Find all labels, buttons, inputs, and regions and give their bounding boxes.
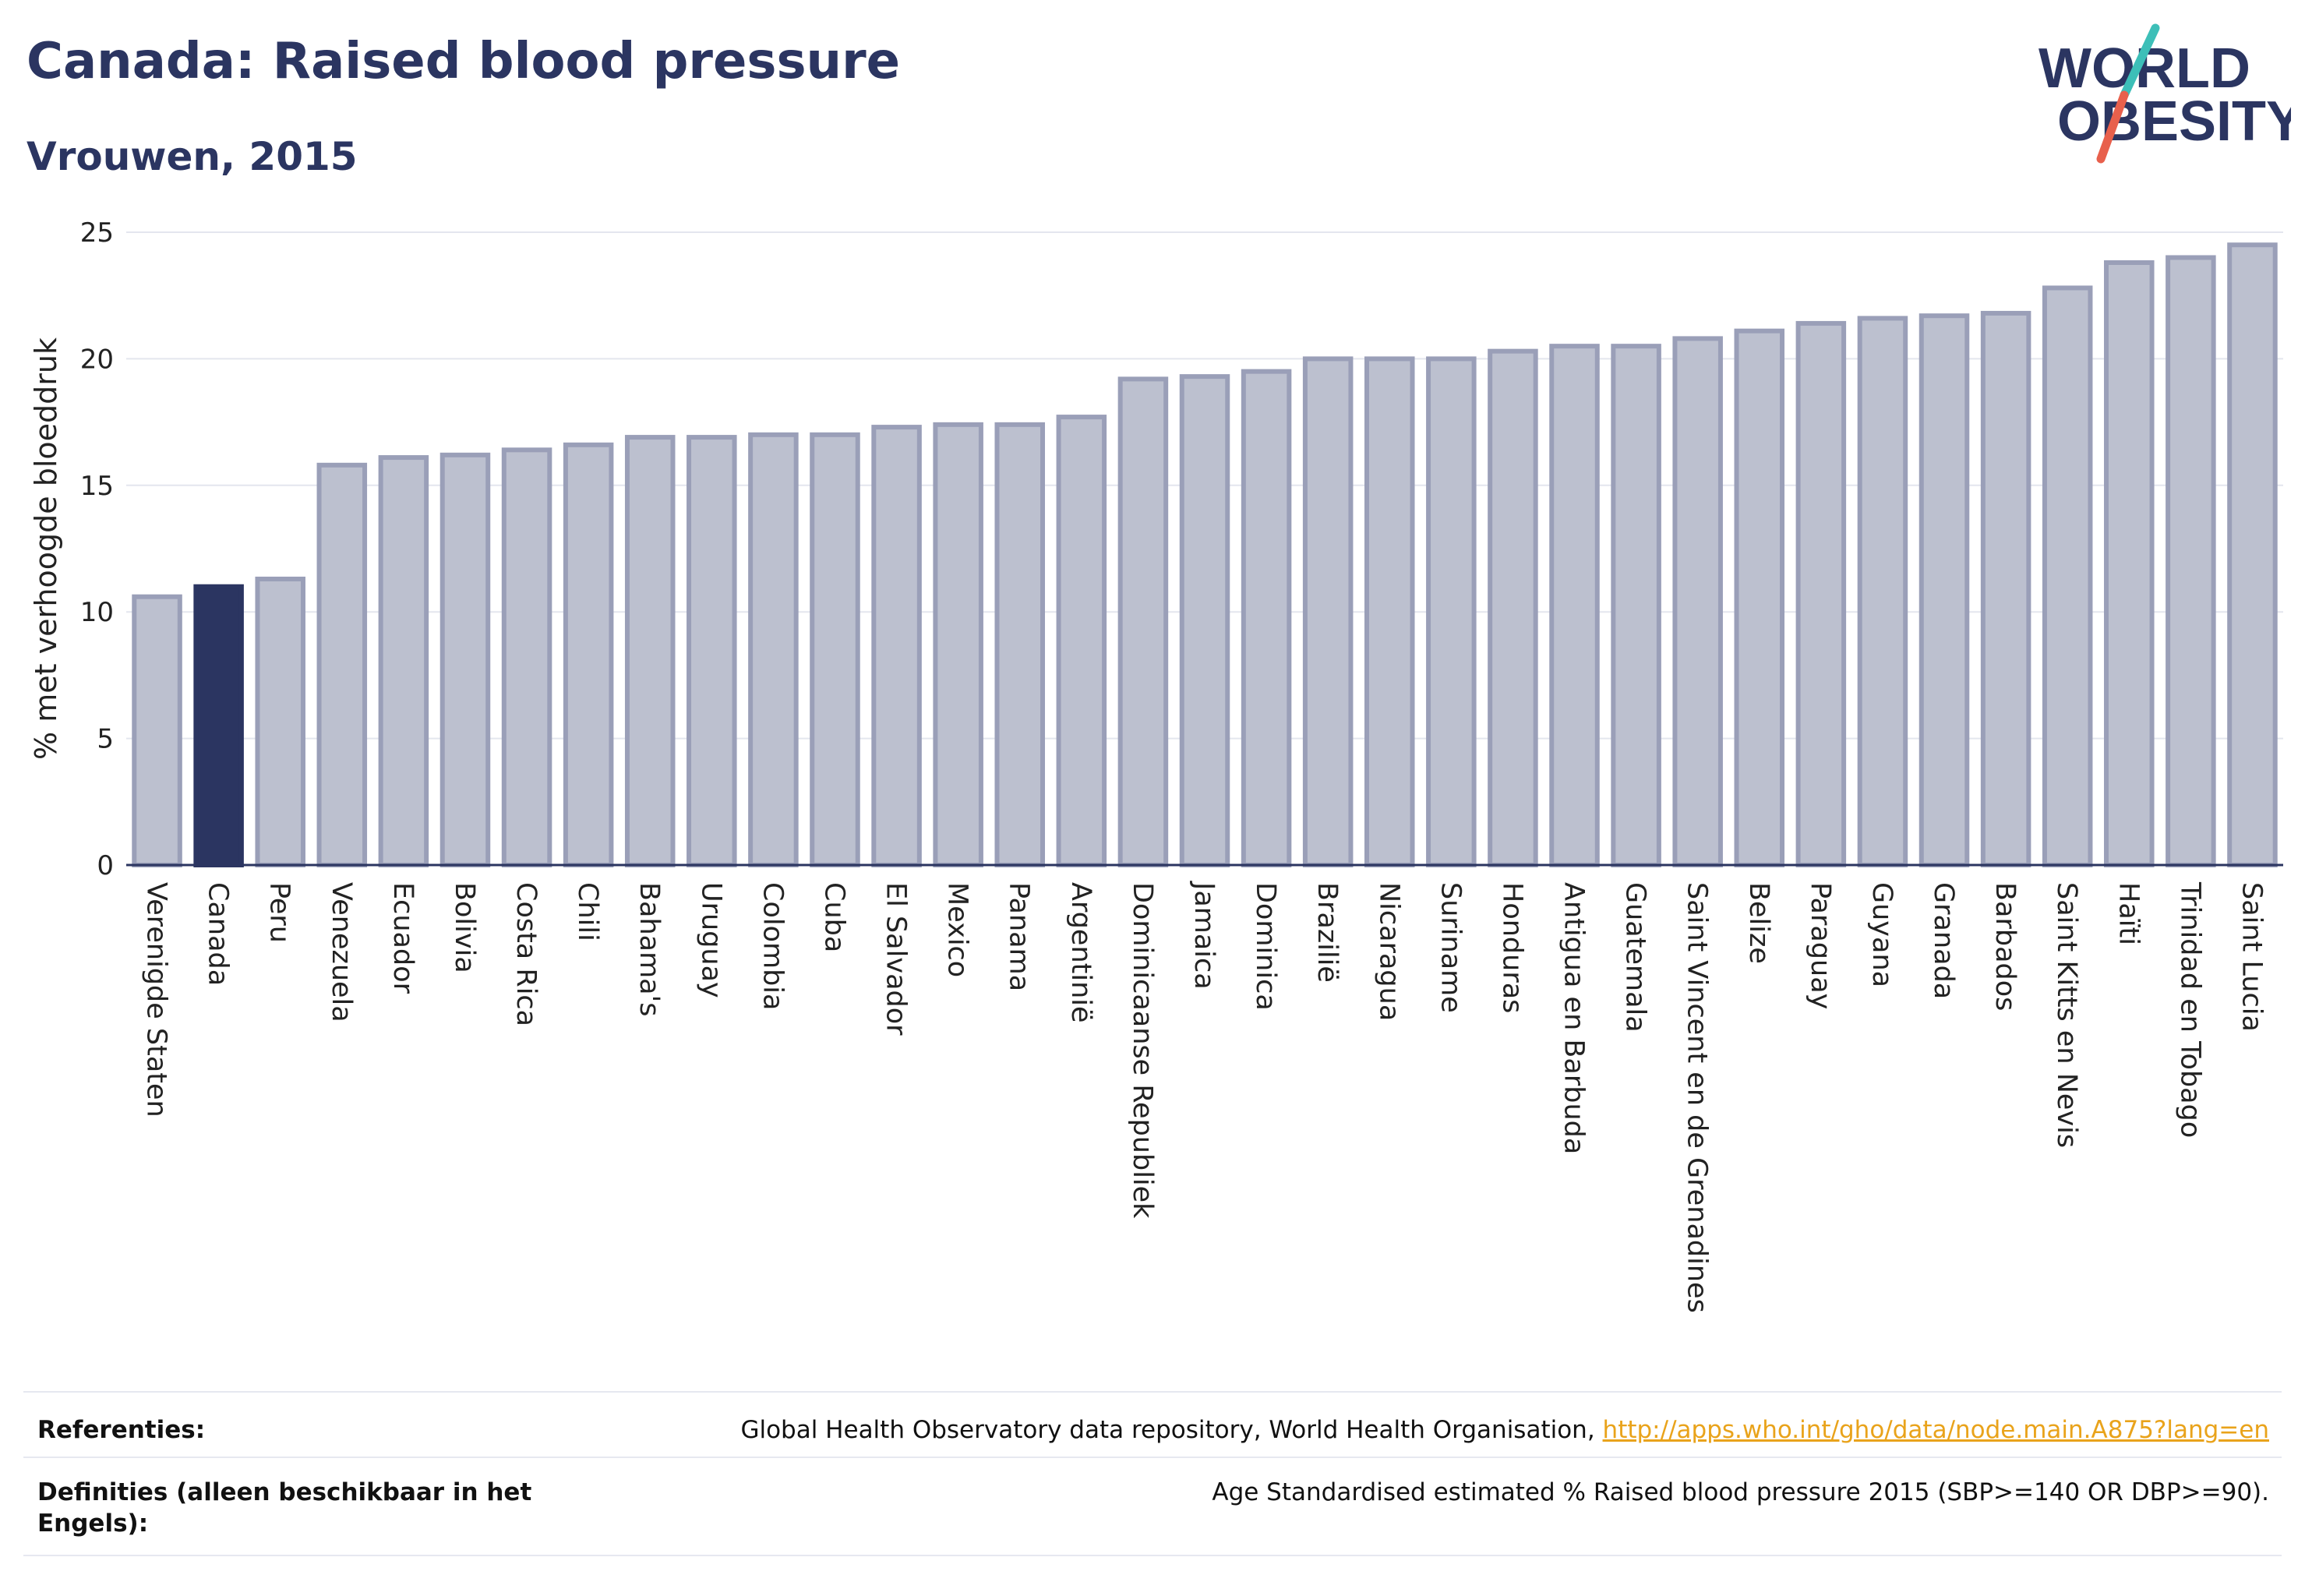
chart-subtitle: Vrouwen, 2015 bbox=[26, 134, 358, 179]
bar bbox=[316, 462, 368, 867]
bar bbox=[1056, 415, 1107, 867]
x-tick-label: Bahama's bbox=[634, 882, 665, 1017]
x-tick-label: Cuba bbox=[818, 882, 849, 952]
x-tick-label: Mexico bbox=[942, 882, 973, 977]
x-tick-label: Argentinië bbox=[1065, 882, 1096, 1023]
y-tick-label: 10 bbox=[80, 597, 114, 628]
bar bbox=[994, 422, 1046, 867]
bar bbox=[501, 447, 552, 867]
world-obesity-logo: WORLD OBESITY bbox=[2038, 23, 2291, 164]
bar bbox=[378, 455, 429, 867]
y-tick-label: 25 bbox=[80, 217, 114, 249]
x-tick-label: Barbados bbox=[1989, 882, 2021, 1011]
x-tick-label: Peru bbox=[264, 882, 295, 943]
bar bbox=[1857, 316, 1908, 867]
bar-highlight bbox=[193, 584, 244, 867]
x-tick-label: Chili bbox=[572, 882, 603, 941]
bar bbox=[2042, 285, 2093, 867]
references-value: Global Health Observatory data repositor… bbox=[740, 1414, 2269, 1446]
bar bbox=[1302, 356, 1354, 867]
references-link[interactable]: http://apps.who.int/gho/data/node.main.A… bbox=[1602, 1416, 2269, 1444]
bar bbox=[1549, 344, 1600, 868]
y-tick-label: 5 bbox=[97, 724, 114, 755]
bar bbox=[1611, 344, 1661, 868]
x-tick-label: Panama bbox=[1004, 882, 1035, 991]
x-tick-label: Uruguay bbox=[695, 882, 726, 998]
bar bbox=[1117, 376, 1169, 868]
bar bbox=[563, 442, 614, 867]
x-tick-label: Guyana bbox=[1866, 882, 1897, 987]
x-tick-label: Verenigde Staten bbox=[141, 882, 172, 1118]
bar bbox=[687, 435, 737, 867]
logo-line-obesity: OBESITY bbox=[2057, 90, 2291, 153]
chart-title: Canada: Raised blood pressure bbox=[26, 33, 901, 90]
x-tick-label: Brazilië bbox=[1311, 882, 1343, 983]
x-tick-label: Trinidad en Tobago bbox=[2174, 881, 2205, 1138]
bar bbox=[1179, 374, 1230, 867]
x-tick-label: Bolivia bbox=[449, 882, 480, 973]
bar bbox=[439, 452, 491, 867]
footer-divider bbox=[23, 1457, 2282, 1458]
logo-slash-top bbox=[2120, 23, 2160, 100]
y-tick-label: 20 bbox=[80, 344, 114, 375]
bar bbox=[1488, 348, 1538, 867]
definitions-value: Age Standardised estimated % Raised bloo… bbox=[1212, 1478, 2269, 1506]
x-tick-label: Belize bbox=[1743, 882, 1774, 964]
x-tick-label: Guatemala bbox=[1620, 882, 1651, 1033]
x-tick-label: Haïti bbox=[2113, 882, 2144, 945]
x-tick-label: Saint Lucia bbox=[2236, 882, 2267, 1032]
bar bbox=[871, 425, 922, 867]
bar bbox=[748, 432, 799, 867]
bar bbox=[2104, 260, 2155, 867]
y-tick-label: 0 bbox=[97, 850, 114, 881]
x-tick-label: Jamaica bbox=[1188, 881, 1220, 990]
x-tick-label: Saint Kitts en Nevis bbox=[2051, 882, 2082, 1148]
bar bbox=[1918, 313, 1970, 867]
x-tick-label: Canada bbox=[203, 882, 234, 986]
bar bbox=[1734, 328, 1785, 867]
bar bbox=[1980, 310, 2031, 868]
x-tick-label: Saint Vincent en de Grenadines bbox=[1682, 882, 1713, 1313]
bar bbox=[624, 435, 676, 867]
x-tick-label: Granada bbox=[1928, 882, 1959, 999]
footer-divider bbox=[23, 1391, 2282, 1393]
definitions-label: Definities (alleen beschikbaar in het En… bbox=[37, 1478, 532, 1538]
bar bbox=[1241, 369, 1292, 867]
bar bbox=[1672, 336, 1723, 867]
x-tick-label: Venezuela bbox=[326, 882, 357, 1022]
x-tick-label: Nicaragua bbox=[1373, 882, 1404, 1021]
bar bbox=[2227, 242, 2278, 867]
footer-divider bbox=[23, 1555, 2282, 1556]
bar bbox=[255, 576, 305, 867]
x-tick-label: Costa Rica bbox=[510, 882, 542, 1026]
x-tick-label: Antigua en Barbuda bbox=[1558, 882, 1590, 1154]
x-tick-label: Dominica bbox=[1250, 882, 1281, 1011]
x-tick-label: Paraguay bbox=[1805, 882, 1836, 1009]
references-label: Referenties: bbox=[37, 1416, 206, 1444]
y-tick-label: 15 bbox=[80, 471, 114, 502]
bar bbox=[2166, 255, 2216, 868]
logo-slash-bottom bbox=[2096, 90, 2129, 164]
x-tick-label: El Salvador bbox=[881, 882, 912, 1036]
bar bbox=[810, 432, 860, 867]
y-axis-title: % met verhoogde bloeddruk bbox=[29, 337, 63, 760]
bar bbox=[1795, 320, 1847, 868]
x-tick-label: Dominicaanse Republiek bbox=[1127, 882, 1158, 1219]
x-tick-label: Suriname bbox=[1435, 882, 1466, 1013]
x-tick-label: Ecuador bbox=[387, 882, 418, 994]
bar bbox=[933, 422, 983, 867]
references-text: Global Health Observatory data repositor… bbox=[740, 1416, 1603, 1444]
bar bbox=[1426, 356, 1477, 867]
bar-chart: 0 5 10 15 20 25 % met verhoogde bloeddruk Veren… bbox=[29, 217, 2283, 1313]
x-tick-label: Honduras bbox=[1496, 882, 1527, 1013]
x-tick-label: Colombia bbox=[757, 882, 788, 1010]
bar bbox=[1364, 356, 1415, 867]
bar bbox=[132, 594, 182, 867]
